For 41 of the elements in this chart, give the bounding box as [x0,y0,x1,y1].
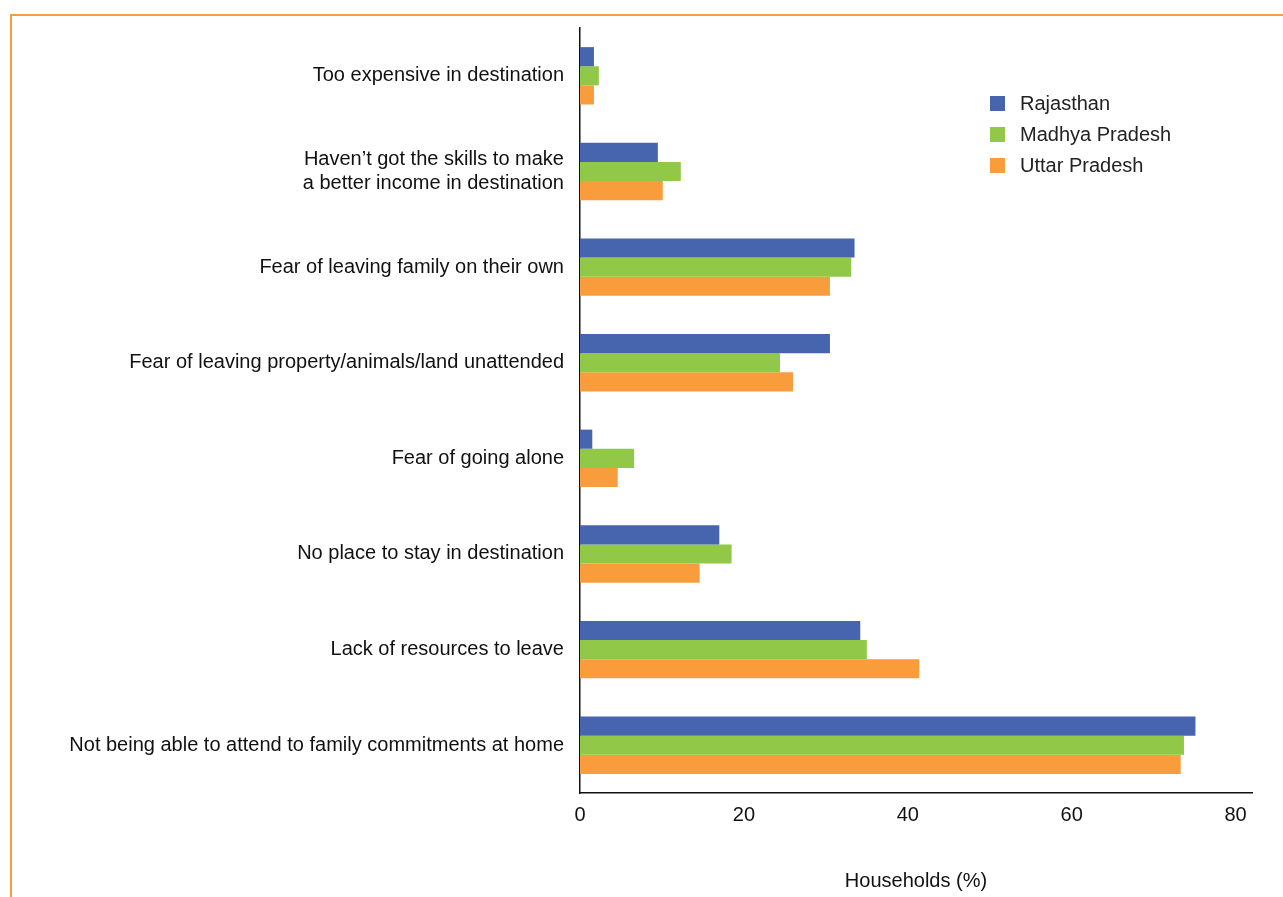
bar [580,640,867,660]
bar [580,620,861,640]
bar [580,735,1184,755]
x-tick-label: 80 [1224,802,1247,825]
y-tick-label: Too expensive in destination [312,63,564,86]
bar [580,372,794,392]
y-tick-label: No place to stay in destination [297,541,564,564]
bar [580,142,658,162]
bar [580,47,594,67]
bar [580,467,618,487]
bar [580,276,830,296]
y-tick-label: Lack of resources to leave [330,637,564,660]
bar [580,716,1196,736]
bar [580,525,720,545]
bar [580,257,852,277]
bar [580,181,663,201]
bar [580,754,1181,774]
y-tick-label: Fear of leaving family on their own [259,254,564,277]
bar [580,161,681,181]
legend-label: Uttar Pradesh [1020,154,1144,177]
bar [580,85,594,105]
x-axis-title: Households (%) [844,868,988,891]
y-tick-label: Fear of leaving property/animals/land unattended [129,350,564,373]
legend-label: Rajasthan [1020,92,1111,115]
bar [580,66,599,86]
bar [580,659,920,679]
y-tick-label: Fear of going alone [391,445,564,468]
y-tick-label: Not being able to attend to family commitments at home [69,732,564,755]
legend-label: Madhya Pradesh [1020,123,1172,146]
bar [580,448,635,468]
bar [580,429,593,449]
x-tick-label: 0 [574,802,586,825]
bar [580,563,700,583]
x-tick-label: 20 [732,802,756,825]
x-tick-label: 40 [896,802,919,825]
x-tick-label: 60 [1060,802,1083,825]
bar [580,544,732,564]
bar [580,238,855,258]
y-tick-label: Haven’t got the skills to make a better income in destination [302,146,564,193]
bar [580,334,830,354]
bar [580,353,780,373]
